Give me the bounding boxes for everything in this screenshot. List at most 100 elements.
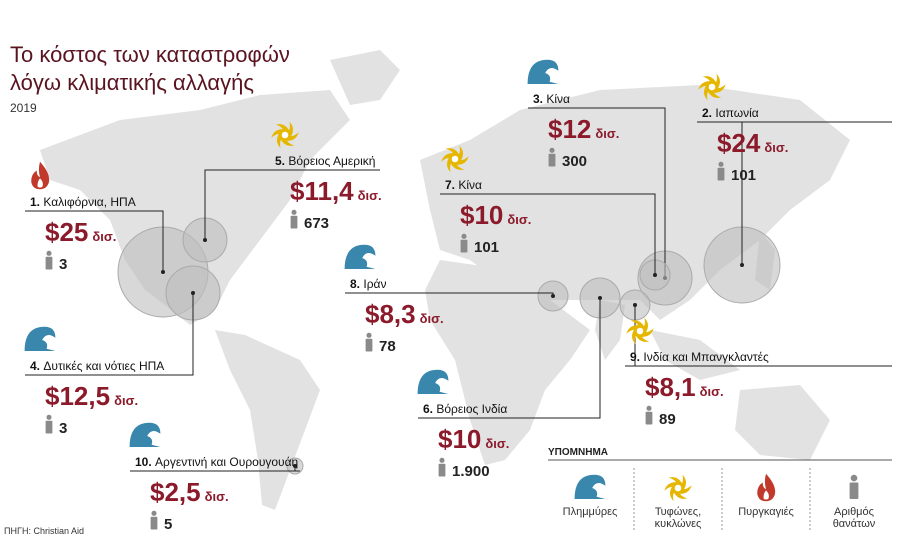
disaster-label: 2. Ιαπωνία bbox=[702, 106, 759, 120]
flood-shape bbox=[129, 422, 161, 447]
cost-value: $25 bbox=[45, 217, 88, 247]
rank: 6. bbox=[423, 402, 433, 416]
place: Βόρειος Ινδία bbox=[436, 402, 507, 416]
person-body bbox=[460, 239, 468, 253]
deaths: 3 bbox=[59, 420, 67, 437]
rank: 10. bbox=[135, 455, 152, 469]
deaths: 5 bbox=[164, 516, 172, 533]
cost-value: $10 bbox=[438, 424, 481, 454]
typhoon-arm bbox=[712, 84, 726, 93]
flood-shape bbox=[344, 244, 376, 269]
typhoon-arm bbox=[698, 81, 712, 90]
place: Βόρειος Αμερική bbox=[288, 154, 375, 168]
disaster-label: 5. Βόρειος Αμερική bbox=[275, 154, 375, 168]
deaths: 101 bbox=[474, 239, 499, 256]
typhoon-icon bbox=[664, 474, 692, 502]
person-body bbox=[849, 482, 859, 499]
typhoon-arm bbox=[447, 156, 455, 173]
flood-icon bbox=[527, 59, 559, 84]
person-body bbox=[645, 411, 653, 425]
fire-shape bbox=[757, 473, 776, 502]
typhoon-arm bbox=[678, 474, 686, 491]
person-head bbox=[646, 405, 652, 411]
cost-unit: δισ. bbox=[700, 384, 724, 399]
legend-label: θανάτων bbox=[833, 518, 876, 530]
source: ΠΗΓΗ: Christian Aid bbox=[4, 526, 84, 536]
rank: 4. bbox=[30, 359, 40, 373]
fire-icon bbox=[31, 161, 50, 190]
flood-icon bbox=[24, 326, 56, 351]
deaths: 101 bbox=[731, 167, 756, 184]
cost-value: $24 bbox=[717, 128, 761, 158]
typhoon-arm bbox=[640, 317, 648, 334]
person-icon bbox=[849, 474, 859, 499]
disaster-label: 9. Ινδία και Μπανγκλαντές bbox=[630, 350, 769, 364]
connector bbox=[145, 210, 164, 272]
legend-label: Αριθμός bbox=[834, 506, 874, 518]
connector bbox=[648, 107, 666, 278]
person-body bbox=[290, 215, 298, 229]
place: Αργεντινή και Ουρουγουάη bbox=[155, 455, 298, 469]
fire-icon bbox=[757, 473, 776, 502]
typhoon-arm bbox=[632, 328, 640, 345]
cost-unit: δισ. bbox=[595, 126, 619, 141]
cost-value: $12,5 bbox=[45, 381, 110, 411]
connector bbox=[204, 169, 380, 240]
cost: $11,4 δισ. bbox=[290, 176, 382, 206]
person-icon bbox=[548, 147, 556, 167]
connector bbox=[625, 305, 636, 367]
place: Δυτικές και νότιες ΗΠΑ bbox=[43, 359, 164, 373]
legend-title: ΥΠΟΜΝΗΜΑ bbox=[548, 447, 608, 458]
person-body bbox=[45, 420, 53, 434]
person-head bbox=[46, 414, 52, 420]
cost: $12 δισ. bbox=[548, 114, 619, 144]
deaths: 673 bbox=[304, 215, 329, 232]
person-head bbox=[461, 233, 467, 239]
cost-value: $2,5 bbox=[150, 477, 201, 507]
flood-shape bbox=[24, 326, 56, 351]
person-body bbox=[548, 153, 556, 167]
connector bbox=[294, 466, 300, 472]
typhoon-arm bbox=[678, 485, 692, 494]
cost-unit: δισ. bbox=[114, 393, 138, 408]
person-icon bbox=[460, 233, 468, 253]
flood-shape bbox=[574, 474, 606, 499]
typhoon-icon bbox=[271, 121, 299, 149]
person-head bbox=[366, 332, 372, 338]
legend-label: κυκλώνες bbox=[655, 518, 702, 530]
rank: 1. bbox=[30, 195, 40, 209]
cost: $2,5 δισ. bbox=[150, 477, 229, 507]
typhoon-icon bbox=[441, 145, 469, 173]
title: Το κόστος των καταστροφών bbox=[10, 42, 290, 67]
typhoon-arm bbox=[271, 129, 285, 138]
rank: 9. bbox=[630, 350, 640, 364]
deaths: 1.900 bbox=[452, 463, 490, 480]
cost: $8,3 δισ. bbox=[365, 299, 444, 329]
deaths: 300 bbox=[562, 153, 587, 170]
fire-inner bbox=[37, 178, 43, 188]
typhoon-eye bbox=[636, 327, 644, 335]
cost: $24 δισ. bbox=[717, 128, 788, 158]
disaster-label: 6. Βόρειος Ινδία bbox=[423, 402, 507, 416]
person-head bbox=[151, 510, 157, 516]
typhoon-arm bbox=[704, 84, 712, 101]
cost: $12,5 δισ. bbox=[45, 381, 138, 411]
connector bbox=[520, 298, 601, 419]
person-icon bbox=[365, 332, 373, 352]
typhoon-icon bbox=[698, 73, 726, 101]
cost: $10 δισ. bbox=[460, 200, 531, 230]
disaster-label: 8. Ιράν bbox=[350, 277, 386, 291]
typhoon-icon bbox=[626, 317, 654, 345]
person-body bbox=[365, 338, 373, 352]
person-head bbox=[549, 147, 555, 153]
person-head bbox=[439, 457, 445, 463]
typhoon-arm bbox=[640, 328, 654, 337]
cost-value: $8,3 bbox=[365, 299, 416, 329]
typhoon-arm bbox=[277, 132, 285, 149]
typhoon-arm bbox=[285, 132, 299, 141]
disaster-label: 3. Κίνα bbox=[533, 92, 570, 106]
person-body bbox=[438, 463, 446, 477]
deaths: 78 bbox=[379, 338, 396, 355]
typhoon-arm bbox=[712, 73, 720, 90]
place: Ινδία και Μπανγκλαντές bbox=[643, 350, 769, 364]
